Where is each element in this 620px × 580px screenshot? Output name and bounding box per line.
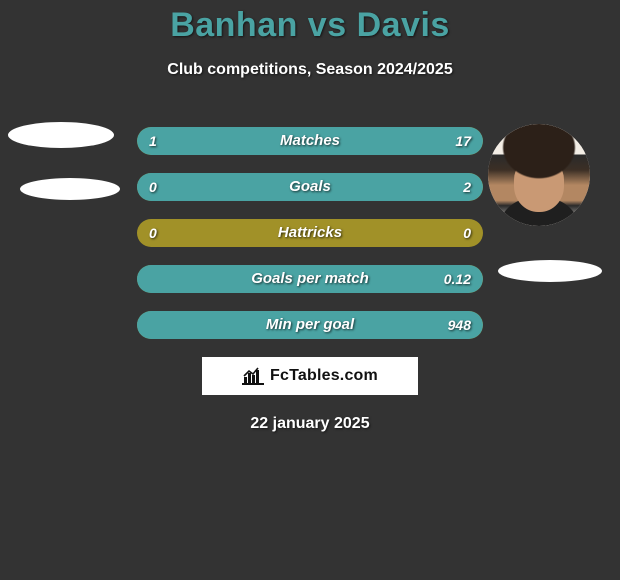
chart-icon — [242, 367, 264, 385]
player-right-avatar-placeholder — [498, 260, 602, 282]
stat-label: Goals per match — [137, 265, 483, 293]
stat-row: Goals per match 0.12 — [137, 265, 483, 293]
stat-row: 0 Goals 2 — [137, 173, 483, 201]
stat-row: 1 Matches 17 — [137, 127, 483, 155]
watermark: FcTables.com — [202, 357, 418, 395]
stat-label: Matches — [137, 127, 483, 155]
watermark-text: FcTables.com — [270, 367, 378, 385]
stat-row: 0 Hattricks 0 — [137, 219, 483, 247]
stat-value-right: 948 — [448, 311, 471, 339]
stat-row: Min per goal 948 — [137, 311, 483, 339]
player-right-avatar — [488, 124, 590, 226]
stat-label: Min per goal — [137, 311, 483, 339]
player-left-avatar-placeholder-1 — [8, 122, 114, 148]
stat-value-right: 2 — [463, 173, 471, 201]
page-title: Banhan vs Davis — [0, 6, 620, 45]
stat-value-right: 17 — [455, 127, 471, 155]
root: Banhan vs Davis Club competitions, Seaso… — [0, 0, 620, 580]
stat-label: Goals — [137, 173, 483, 201]
player-left-avatar-placeholder-2 — [20, 178, 120, 200]
subtitle: Club competitions, Season 2024/2025 — [0, 61, 620, 79]
stat-value-right: 0 — [463, 219, 471, 247]
stat-value-right: 0.12 — [444, 265, 471, 293]
date-text: 22 january 2025 — [0, 415, 620, 433]
stat-label: Hattricks — [137, 219, 483, 247]
